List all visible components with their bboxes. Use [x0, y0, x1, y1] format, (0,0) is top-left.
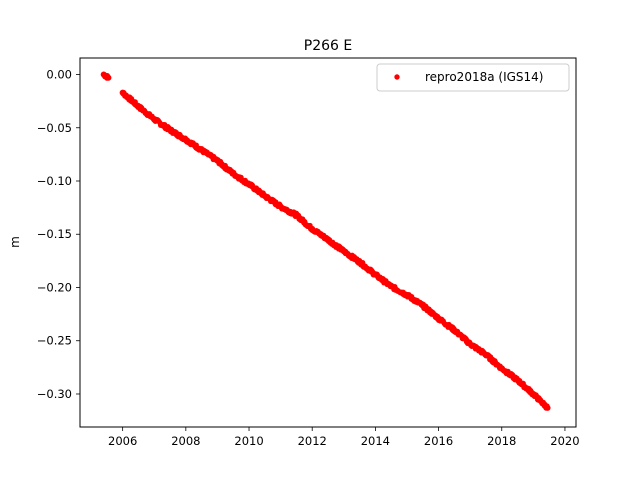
- y-tick-label: 0.00: [46, 68, 72, 82]
- legend-label: repro2018a (IGS14): [425, 70, 543, 84]
- legend-marker: [394, 74, 400, 80]
- y-tick-label: −0.05: [37, 121, 72, 135]
- x-tick-label: 2020: [550, 434, 579, 448]
- data-point: [105, 74, 111, 80]
- x-tick-label: 2016: [424, 434, 453, 448]
- y-tick-label: −0.25: [37, 334, 72, 348]
- plot-frame: [79, 57, 577, 428]
- x-tick-label: 2006: [108, 434, 137, 448]
- x-axis-ticks: 2006 2008 2010 2012 2014 2016 2018 2020: [108, 427, 580, 448]
- x-tick-label: 2008: [171, 434, 200, 448]
- data-point: [544, 403, 550, 409]
- chart-title: P266 E: [304, 38, 352, 54]
- legend-box: [376, 63, 570, 92]
- y-tick-label: −0.20: [37, 280, 72, 294]
- data-layer: [100, 71, 551, 411]
- x-tick-label: 2010: [234, 434, 263, 448]
- x-tick-label: 2012: [298, 434, 327, 448]
- x-tick-label: 2014: [361, 434, 390, 448]
- x-tick-label: 2018: [487, 434, 516, 448]
- y-axis-ticks: 0.00 −0.05 −0.10 −0.15 −0.20 −0.25 −0.30: [37, 68, 80, 401]
- y-tick-label: −0.10: [37, 174, 72, 188]
- y-axis-label: m: [8, 236, 22, 248]
- y-tick-label: −0.30: [37, 387, 72, 401]
- legend: repro2018a (IGS14): [376, 63, 570, 92]
- y-tick-label: −0.15: [37, 227, 72, 241]
